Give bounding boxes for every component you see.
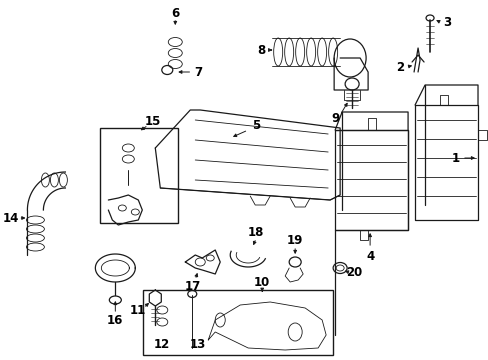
- Text: 18: 18: [247, 225, 264, 239]
- Bar: [143, 290, 332, 355]
- Text: 1: 1: [451, 152, 459, 165]
- Text: 7: 7: [194, 66, 202, 78]
- Text: 15: 15: [145, 114, 161, 127]
- Text: 8: 8: [257, 44, 265, 57]
- Text: 14: 14: [2, 212, 19, 225]
- Text: 2: 2: [395, 60, 403, 73]
- Text: 3: 3: [442, 15, 450, 28]
- Text: 17: 17: [185, 279, 201, 292]
- Text: 20: 20: [346, 266, 362, 279]
- Text: 11: 11: [129, 303, 145, 316]
- Text: 6: 6: [171, 6, 179, 19]
- Text: 10: 10: [254, 276, 270, 289]
- Text: 19: 19: [286, 234, 303, 247]
- Text: 9: 9: [330, 112, 339, 125]
- Text: 12: 12: [154, 338, 170, 351]
- Text: 13: 13: [190, 338, 206, 351]
- Text: 5: 5: [252, 118, 260, 131]
- Bar: [100, 128, 178, 223]
- Text: 16: 16: [107, 314, 123, 327]
- Text: 4: 4: [365, 251, 373, 264]
